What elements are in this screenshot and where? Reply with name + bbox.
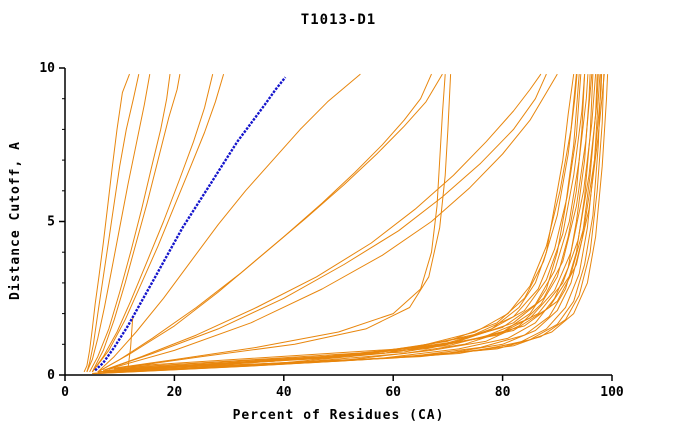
x-tick-label: 100 xyxy=(600,385,624,400)
model-curve xyxy=(108,74,589,371)
model-curve xyxy=(97,74,578,373)
model-curve xyxy=(114,74,452,370)
model-curve xyxy=(108,74,605,373)
model-curve xyxy=(97,73,361,373)
y-tick-label: 10 xyxy=(39,61,55,76)
model-curve xyxy=(108,74,609,371)
x-tick-label: 40 xyxy=(276,385,292,400)
model-curve xyxy=(136,74,605,367)
model-curve xyxy=(97,74,594,374)
model-curve xyxy=(130,74,603,368)
model-curve xyxy=(97,73,432,373)
x-tick-label: 60 xyxy=(385,385,401,400)
highlight-curve xyxy=(94,76,287,372)
model-curve xyxy=(103,73,542,371)
y-axis-label-wrap: Distance Cutoff, A xyxy=(2,0,28,440)
model-curve xyxy=(91,73,214,373)
model-curve xyxy=(119,74,597,370)
y-tick-label: 5 xyxy=(47,215,55,230)
model-curve xyxy=(86,73,140,373)
chart-title: T1013-D1 xyxy=(300,12,377,28)
curves-group xyxy=(83,73,609,374)
y-axis-label: Distance Cutoff, A xyxy=(7,140,23,300)
model-curve xyxy=(86,74,151,373)
x-tick-label: 20 xyxy=(167,385,183,400)
model-curve xyxy=(127,316,134,369)
model-curve xyxy=(91,73,225,373)
model-curve xyxy=(97,73,443,373)
x-tick-label: 80 xyxy=(495,385,511,400)
y-tick-label: 0 xyxy=(47,368,55,383)
model-curve xyxy=(89,74,171,373)
model-curve xyxy=(91,74,181,373)
model-curve xyxy=(108,73,558,370)
x-tick-label: 0 xyxy=(61,385,69,400)
model-curve xyxy=(103,73,547,371)
model-curve xyxy=(83,73,130,373)
model-curve xyxy=(108,74,446,370)
model-curve xyxy=(97,74,577,373)
model-curve xyxy=(92,74,575,374)
x-axis-label: Percent of Residues (CA) xyxy=(232,408,445,423)
